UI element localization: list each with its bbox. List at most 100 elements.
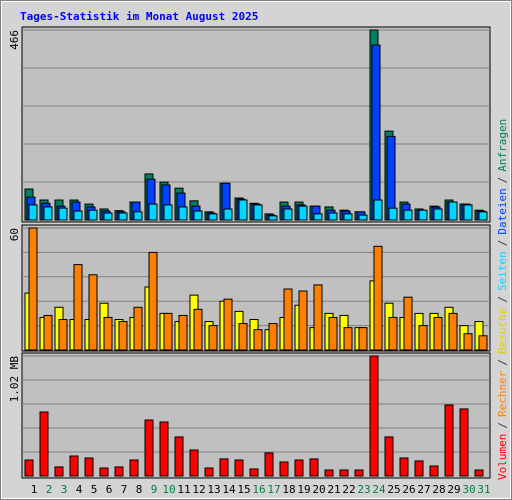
bar bbox=[103, 316, 113, 351]
x-tick-label: 3 bbox=[61, 483, 68, 496]
bar bbox=[204, 467, 214, 477]
bar bbox=[24, 459, 34, 477]
bar bbox=[403, 209, 413, 221]
bar bbox=[193, 210, 203, 221]
bar bbox=[99, 467, 109, 477]
bar bbox=[373, 199, 383, 221]
bar bbox=[384, 436, 394, 477]
legend-separator: / bbox=[496, 359, 509, 366]
x-tick-label: 31 bbox=[477, 483, 490, 496]
bar bbox=[238, 323, 248, 351]
bar bbox=[478, 211, 488, 221]
bar bbox=[328, 316, 338, 351]
bar bbox=[178, 314, 188, 351]
bar bbox=[474, 469, 484, 477]
bar bbox=[28, 204, 38, 221]
x-tick-label: 4 bbox=[76, 483, 83, 496]
bar bbox=[294, 459, 304, 477]
bar bbox=[283, 288, 293, 351]
bar bbox=[144, 419, 154, 477]
legend-entry: Besuche bbox=[496, 308, 509, 354]
bar bbox=[73, 210, 83, 221]
bar bbox=[249, 468, 259, 477]
x-tick-label: 7 bbox=[121, 483, 128, 496]
bar bbox=[354, 469, 364, 477]
legend-separator: / bbox=[496, 296, 509, 303]
bar bbox=[298, 290, 308, 351]
x-tick-label: 21 bbox=[327, 483, 340, 496]
x-tick-label: 12 bbox=[192, 483, 205, 496]
bar bbox=[388, 316, 398, 351]
legend-entry: Volumen bbox=[496, 434, 509, 480]
bar bbox=[208, 325, 218, 351]
bar bbox=[478, 335, 488, 351]
bar bbox=[189, 449, 199, 477]
legend-entry: Anfragen bbox=[496, 119, 509, 172]
x-tick-label: 10 bbox=[162, 483, 175, 496]
bar bbox=[298, 205, 308, 221]
bar bbox=[148, 203, 158, 221]
x-tick-label: 29 bbox=[447, 483, 460, 496]
x-tick-label: 1 bbox=[31, 483, 38, 496]
plot-area bbox=[21, 26, 491, 223]
bar bbox=[54, 466, 64, 477]
bar bbox=[73, 264, 83, 351]
bar bbox=[343, 327, 353, 351]
bar bbox=[58, 207, 68, 221]
bar bbox=[388, 207, 398, 221]
x-tick-label: 15 bbox=[237, 483, 250, 496]
x-tick-label: 11 bbox=[177, 483, 190, 496]
bar bbox=[253, 329, 263, 351]
y-tick-label: 60 bbox=[8, 228, 21, 241]
plot-area bbox=[21, 352, 491, 479]
bar bbox=[223, 298, 233, 351]
bar bbox=[114, 466, 124, 477]
x-tick-label: 30 bbox=[462, 483, 475, 496]
x-tick-label: 16 bbox=[252, 483, 265, 496]
x-tick-label: 18 bbox=[282, 483, 295, 496]
x-tick-label: 20 bbox=[312, 483, 325, 496]
x-tick-label: 24 bbox=[372, 483, 386, 496]
x-tick-label: 23 bbox=[357, 483, 370, 496]
bar bbox=[463, 333, 473, 351]
bar bbox=[373, 245, 383, 351]
chart-title: Tages-Statistik im Monat August 2025 bbox=[20, 10, 258, 23]
bar bbox=[234, 459, 244, 477]
bar bbox=[88, 209, 98, 221]
bar bbox=[328, 212, 338, 221]
bar bbox=[414, 460, 424, 477]
bar bbox=[39, 411, 49, 477]
bar bbox=[433, 316, 443, 351]
x-tick-label: 19 bbox=[297, 483, 310, 496]
bar bbox=[238, 199, 248, 221]
bar bbox=[418, 209, 428, 221]
bar bbox=[444, 404, 454, 477]
bar bbox=[343, 213, 353, 221]
bar bbox=[129, 459, 139, 477]
bar bbox=[371, 44, 381, 221]
y-tick-label: 466 bbox=[8, 30, 21, 50]
bar bbox=[309, 458, 319, 477]
bar bbox=[459, 408, 469, 477]
legend-entry: Dateien bbox=[496, 188, 509, 234]
bar bbox=[193, 308, 203, 351]
bar bbox=[88, 274, 98, 351]
x-tick-label: 17 bbox=[267, 483, 280, 496]
legend-entry: Seiten bbox=[496, 251, 509, 291]
legend: Volumen / Rechner / Besuche / Seiten / Dateien / A… bbox=[496, 119, 509, 480]
bar bbox=[178, 206, 188, 221]
bar bbox=[69, 455, 79, 477]
bar bbox=[313, 284, 323, 351]
x-tick-label: 5 bbox=[91, 483, 98, 496]
bar bbox=[43, 206, 53, 221]
bar bbox=[43, 314, 53, 351]
x-tick-label: 8 bbox=[136, 483, 143, 496]
bar bbox=[448, 312, 458, 351]
bar bbox=[253, 204, 263, 221]
bar bbox=[358, 327, 368, 351]
legend-separator: / bbox=[496, 177, 509, 184]
bar bbox=[369, 355, 379, 477]
legend-separator: / bbox=[496, 240, 509, 247]
bar bbox=[386, 135, 396, 221]
